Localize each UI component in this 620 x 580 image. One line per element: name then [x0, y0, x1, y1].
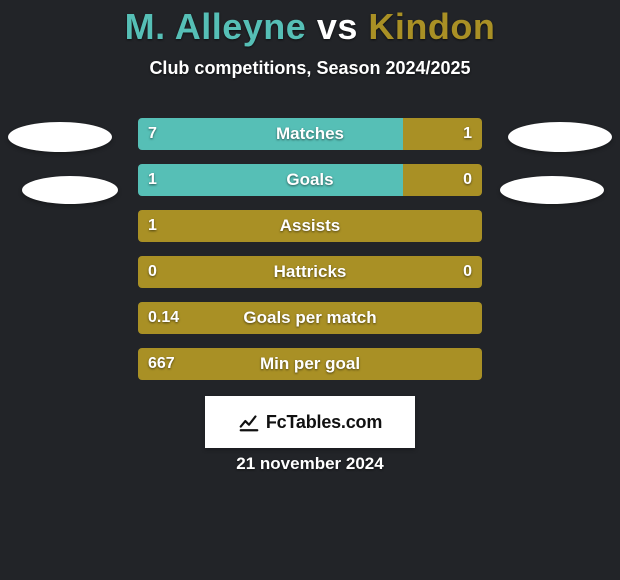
stat-row: 0.14Goals per match	[138, 302, 482, 334]
subtitle: Club competitions, Season 2024/2025	[0, 58, 620, 79]
stat-bars: 71Matches10Goals1Assists00Hattricks0.14G…	[138, 118, 482, 394]
stat-bar-left	[138, 210, 482, 242]
stat-row: 71Matches	[138, 118, 482, 150]
stat-bar-left	[138, 256, 482, 288]
stat-bar-left	[138, 164, 403, 196]
avatar-right-1	[508, 122, 612, 152]
page-title: M. Alleyne vs Kindon	[0, 0, 620, 48]
stat-value-right: 0	[463, 256, 472, 288]
stat-row: 1Assists	[138, 210, 482, 242]
avatar-left-1	[8, 122, 112, 152]
stats-stage: 71Matches10Goals1Assists00Hattricks0.14G…	[0, 118, 620, 398]
stat-value-right: 0	[463, 164, 472, 196]
player2-name: Kindon	[368, 6, 495, 47]
player1-name: M. Alleyne	[125, 6, 307, 47]
stat-value-left: 7	[148, 118, 157, 150]
source-badge: FcTables.com	[205, 396, 415, 448]
source-badge-text: FcTables.com	[266, 412, 382, 433]
stat-value-left: 667	[148, 348, 175, 380]
stat-bar-left	[138, 302, 482, 334]
stat-value-left: 1	[148, 164, 157, 196]
stat-row: 667Min per goal	[138, 348, 482, 380]
stat-value-left: 0.14	[148, 302, 179, 334]
stat-value-right: 1	[463, 118, 472, 150]
stat-bar-left	[138, 118, 403, 150]
vs-separator: vs	[317, 6, 358, 47]
avatar-right-2	[500, 176, 604, 204]
stat-bar-left	[138, 348, 482, 380]
date-label: 21 november 2024	[0, 454, 620, 474]
stat-value-left: 0	[148, 256, 157, 288]
comparison-card: M. Alleyne vs Kindon Club competitions, …	[0, 0, 620, 580]
avatar-left-2	[22, 176, 118, 204]
chart-icon	[238, 411, 260, 433]
stat-row: 10Goals	[138, 164, 482, 196]
stat-row: 00Hattricks	[138, 256, 482, 288]
stat-value-left: 1	[148, 210, 157, 242]
